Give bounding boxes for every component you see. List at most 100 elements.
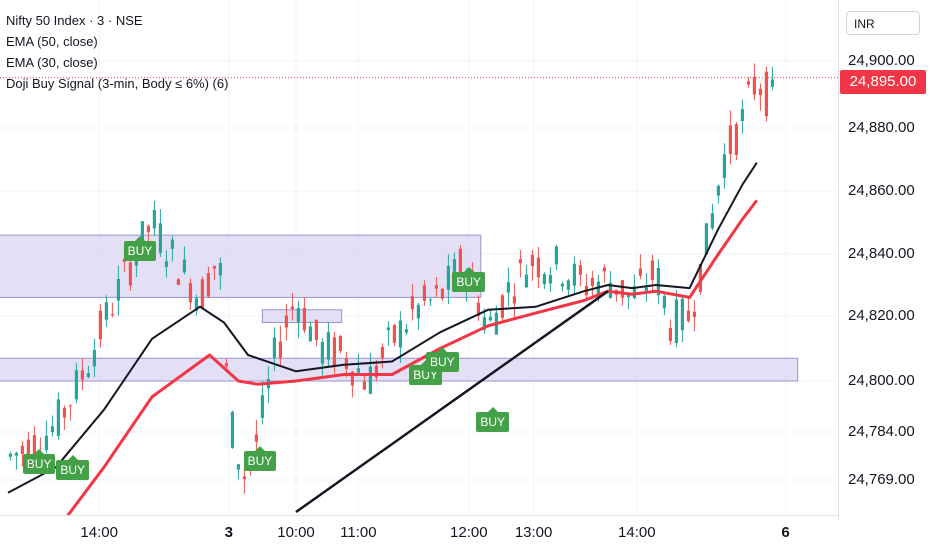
candle-body <box>8 453 12 457</box>
symbol-title[interactable]: Nifty 50 Index · 3 · NSE <box>6 13 143 28</box>
candle-body <box>32 435 36 459</box>
candle-body <box>554 246 558 265</box>
candle <box>530 250 534 281</box>
candle <box>50 415 54 437</box>
candle-body <box>44 435 48 451</box>
candles-layer <box>8 63 774 494</box>
candle-body <box>698 263 702 293</box>
candle <box>158 209 162 257</box>
ema50-legend[interactable]: EMA (50, close) <box>6 34 98 49</box>
candle <box>182 246 186 275</box>
candle-body <box>296 308 300 323</box>
candle <box>542 272 546 290</box>
indicator-legend[interactable]: Doji Buy Signal (3-min, Body ≤ 6%) (6) <box>6 76 229 91</box>
candle-body <box>638 268 642 276</box>
candle-body <box>326 332 330 360</box>
candle <box>128 257 132 292</box>
candle-body <box>212 265 216 269</box>
candle <box>728 110 732 165</box>
candle <box>602 264 606 283</box>
candle-body <box>764 71 768 117</box>
candle-body <box>656 268 660 296</box>
candle <box>710 203 714 231</box>
trendline <box>295 290 609 514</box>
time-axis[interactable] <box>0 515 838 551</box>
candle <box>422 280 426 306</box>
candle <box>380 343 384 369</box>
currency-selector[interactable]: INR <box>846 11 920 35</box>
candle <box>320 338 324 376</box>
candle-body <box>26 439 30 466</box>
candle <box>302 297 306 334</box>
candle-body <box>284 315 288 328</box>
candle-body <box>752 76 756 95</box>
candle-body <box>704 223 708 255</box>
candle <box>716 184 720 204</box>
candle-body <box>632 286 636 299</box>
candle-body <box>668 327 672 342</box>
candle <box>584 273 588 300</box>
candle <box>176 277 180 286</box>
time-tick-label: 3 <box>224 524 233 541</box>
candle-body <box>74 370 78 400</box>
candle-body <box>572 263 576 286</box>
price-tick-label: 24,800.00 <box>848 372 915 389</box>
candle-body <box>188 283 192 303</box>
candle <box>194 294 198 316</box>
candle <box>242 467 246 494</box>
candle-body <box>368 366 372 394</box>
candle-body <box>398 320 402 348</box>
candle-body <box>152 210 156 229</box>
candle <box>536 246 540 289</box>
candle-body <box>290 306 294 310</box>
candle <box>488 309 492 322</box>
candle-body <box>230 411 234 448</box>
candle-body <box>350 371 354 386</box>
candle <box>704 223 708 255</box>
price-tick-label: 24,880.00 <box>848 119 915 136</box>
candle <box>524 265 528 289</box>
candle-body <box>722 154 726 178</box>
buy-signal-label: BUY <box>426 346 459 372</box>
candle <box>218 257 222 290</box>
candle-body <box>452 259 456 278</box>
candle-body <box>344 358 348 369</box>
candle-body <box>224 363 228 367</box>
candle <box>398 311 402 363</box>
candle-body <box>758 88 762 96</box>
candle <box>758 83 762 111</box>
candle <box>284 303 288 341</box>
candle-body <box>644 287 648 292</box>
time-tick-label: 13:00 <box>514 524 553 541</box>
candle-body <box>596 281 600 299</box>
candle-body <box>416 304 420 319</box>
candle <box>212 265 216 281</box>
candle <box>662 294 666 316</box>
candle <box>278 325 282 368</box>
supply-demand-zone <box>261 309 343 323</box>
price-tick-label: 24,900.00 <box>848 52 915 69</box>
ema30-legend[interactable]: EMA (30, close) <box>6 55 98 70</box>
candle-body <box>434 285 438 289</box>
candle-body <box>476 302 480 317</box>
candle <box>62 405 66 430</box>
time-tick-label: 6 <box>781 524 790 541</box>
candle <box>206 266 210 299</box>
candle-body <box>566 280 570 290</box>
candle-body <box>176 279 180 285</box>
candle-body <box>170 239 174 249</box>
candle <box>680 295 684 342</box>
candle <box>200 276 204 308</box>
candle-body <box>560 283 564 287</box>
candle <box>236 463 240 480</box>
candle-body <box>716 185 720 196</box>
candle <box>308 321 312 342</box>
candle-body <box>620 280 624 298</box>
candle-body <box>320 341 324 364</box>
buy-signal-label: BUY <box>243 445 277 471</box>
chart-legend: Nifty 50 Index · 3 · NSE EMA (50, close)… <box>6 10 228 94</box>
candle-body <box>194 298 198 311</box>
candle <box>686 297 690 323</box>
candle <box>440 287 444 301</box>
